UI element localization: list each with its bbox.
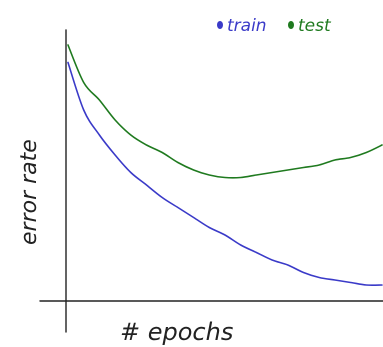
x-axis-label: # epochs <box>120 318 233 346</box>
legend-swatch-test <box>288 21 294 29</box>
y-axis-label: error rate <box>17 139 42 245</box>
series-layer <box>67 44 383 286</box>
legend-label-train: train <box>227 16 267 36</box>
series-line-train <box>67 61 383 286</box>
legend-label-test: test <box>298 16 332 36</box>
legend: train test <box>217 16 332 36</box>
series-line-test <box>67 44 383 179</box>
legend-swatch-train <box>217 21 223 29</box>
